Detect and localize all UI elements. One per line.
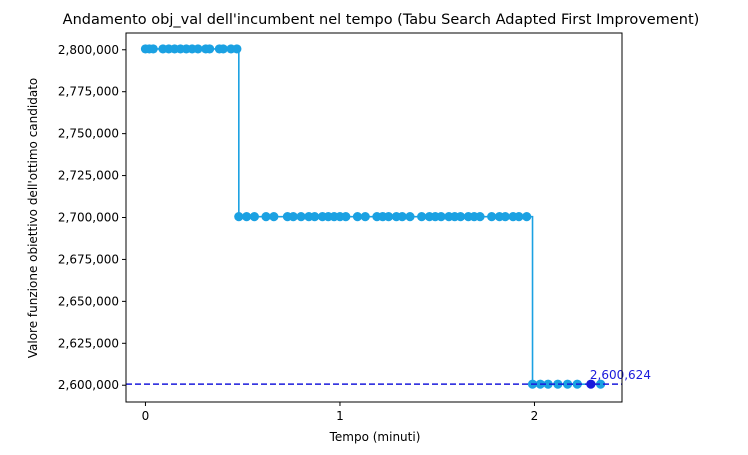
y-axis-label: Valore funzione obiettivo dell'ottimo ca… bbox=[26, 78, 40, 359]
data-point bbox=[553, 379, 563, 389]
data-point bbox=[352, 212, 363, 222]
data-point bbox=[500, 212, 510, 222]
y-tick-label: 2,725,000 bbox=[58, 169, 119, 183]
data-point bbox=[269, 212, 279, 222]
x-axis-label: Tempo (minuti) bbox=[329, 430, 421, 444]
data-point bbox=[514, 212, 524, 222]
data-point bbox=[596, 379, 606, 389]
data-point bbox=[397, 212, 407, 222]
x-tick-label: 2 bbox=[531, 409, 539, 423]
x-tick-label: 0 bbox=[142, 409, 150, 423]
data-point bbox=[475, 212, 485, 222]
data-point bbox=[148, 44, 158, 54]
data-point bbox=[405, 212, 415, 222]
y-tick-label: 2,625,000 bbox=[58, 336, 119, 350]
best-point bbox=[586, 379, 596, 389]
data-point bbox=[341, 212, 351, 222]
y-tick-label: 2,750,000 bbox=[58, 127, 119, 141]
y-tick-label: 2,800,000 bbox=[58, 43, 119, 57]
y-tick-label: 2,700,000 bbox=[58, 211, 119, 225]
data-point bbox=[241, 212, 252, 222]
data-point bbox=[310, 212, 320, 222]
annotation-label: 2,600,624 bbox=[590, 368, 651, 382]
y-tick-label: 2,675,000 bbox=[58, 252, 119, 266]
chart-title: Andamento obj_val dell'incumbent nel tem… bbox=[63, 12, 700, 28]
data-point bbox=[436, 212, 446, 222]
data-point bbox=[417, 212, 427, 222]
plot-area: 2,600,624 0 1 2 2,600,000 2,625,000 2,650,000 2… bbox=[58, 32, 651, 423]
data-point bbox=[193, 44, 203, 54]
data-point bbox=[455, 212, 466, 222]
data-point bbox=[360, 212, 370, 222]
data-point bbox=[543, 379, 553, 389]
data-point bbox=[296, 212, 306, 222]
data-point bbox=[234, 212, 244, 222]
y-tick-label: 2,650,000 bbox=[58, 294, 119, 308]
data-point bbox=[249, 212, 259, 222]
data-point bbox=[261, 212, 271, 222]
y-tick-label: 2,600,000 bbox=[58, 378, 119, 392]
y-tick-label: 2,775,000 bbox=[58, 85, 119, 99]
data-point bbox=[232, 44, 242, 54]
data-point bbox=[522, 212, 532, 222]
data-point bbox=[218, 44, 228, 54]
data-point bbox=[205, 44, 215, 54]
data-point bbox=[487, 212, 497, 222]
data-point bbox=[288, 212, 298, 222]
data-point bbox=[383, 212, 394, 222]
x-tick-label: 1 bbox=[336, 409, 344, 423]
